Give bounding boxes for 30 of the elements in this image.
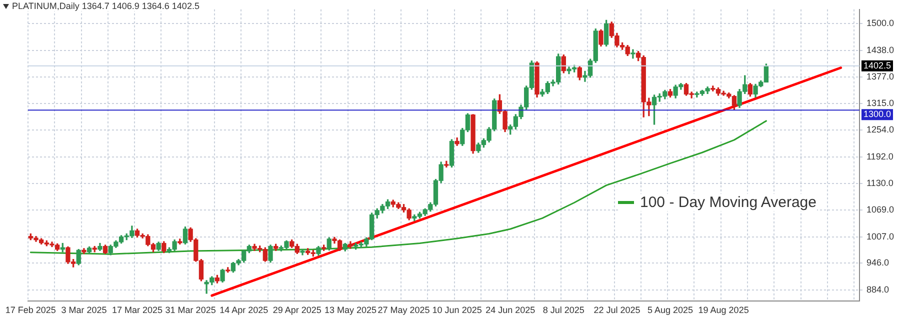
x-tick-label: 14 Apr 2025 (220, 305, 268, 316)
x-tick-label: 10 Jun 2025 (432, 305, 482, 316)
y-tick-label: 1377.0 (866, 71, 894, 82)
x-tick-label: 27 May 2025 (378, 305, 430, 316)
y-tick-label: 1069.0 (866, 204, 894, 214)
y-tick-label: 884.0 (866, 284, 890, 294)
y-tick-label: 1192.0 (866, 151, 894, 162)
x-tick-label: 13 May 2025 (324, 305, 376, 316)
y-tick-label: 946.0 (866, 258, 890, 268)
y-tick-label: 1130.0 (866, 178, 894, 188)
x-tick-label: 24 Jun 2025 (486, 305, 536, 316)
x-tick-label: 8 Jul 2025 (542, 305, 584, 316)
x-tick-label: 19 Aug 2025 (698, 305, 749, 316)
ref-line-label: 1300.0 (863, 109, 892, 120)
y-tick-label: 1438.0 (866, 44, 894, 55)
x-tick-label: 22 Jul 2025 (594, 305, 640, 316)
x-tick-label: 17 Mar 2025 (112, 305, 163, 316)
x-tick-label: 5 Aug 2025 (647, 305, 694, 316)
x-tick-label: 3 Mar 2025 (61, 305, 107, 316)
y-tick-label: 1007.0 (866, 231, 894, 242)
candlestick (630, 49, 636, 59)
x-tick-label: 29 Apr 2025 (272, 305, 322, 316)
x-tick-label: 31 Mar 2025 (165, 305, 216, 316)
legend-label: 100 - Day Moving Average (640, 194, 816, 211)
ref-line-label: 1402.5 (863, 60, 892, 70)
chart-title: PLATINUM,Daily 1364.7 1406.9 1364.6 1402.5 (12, 1, 200, 11)
y-tick-label: 1315.0 (866, 98, 894, 108)
x-tick-label: 17 Feb 2025 (5, 305, 56, 316)
y-tick-label: 1254.0 (866, 124, 894, 134)
y-tick-label: 1500.0 (866, 18, 894, 28)
